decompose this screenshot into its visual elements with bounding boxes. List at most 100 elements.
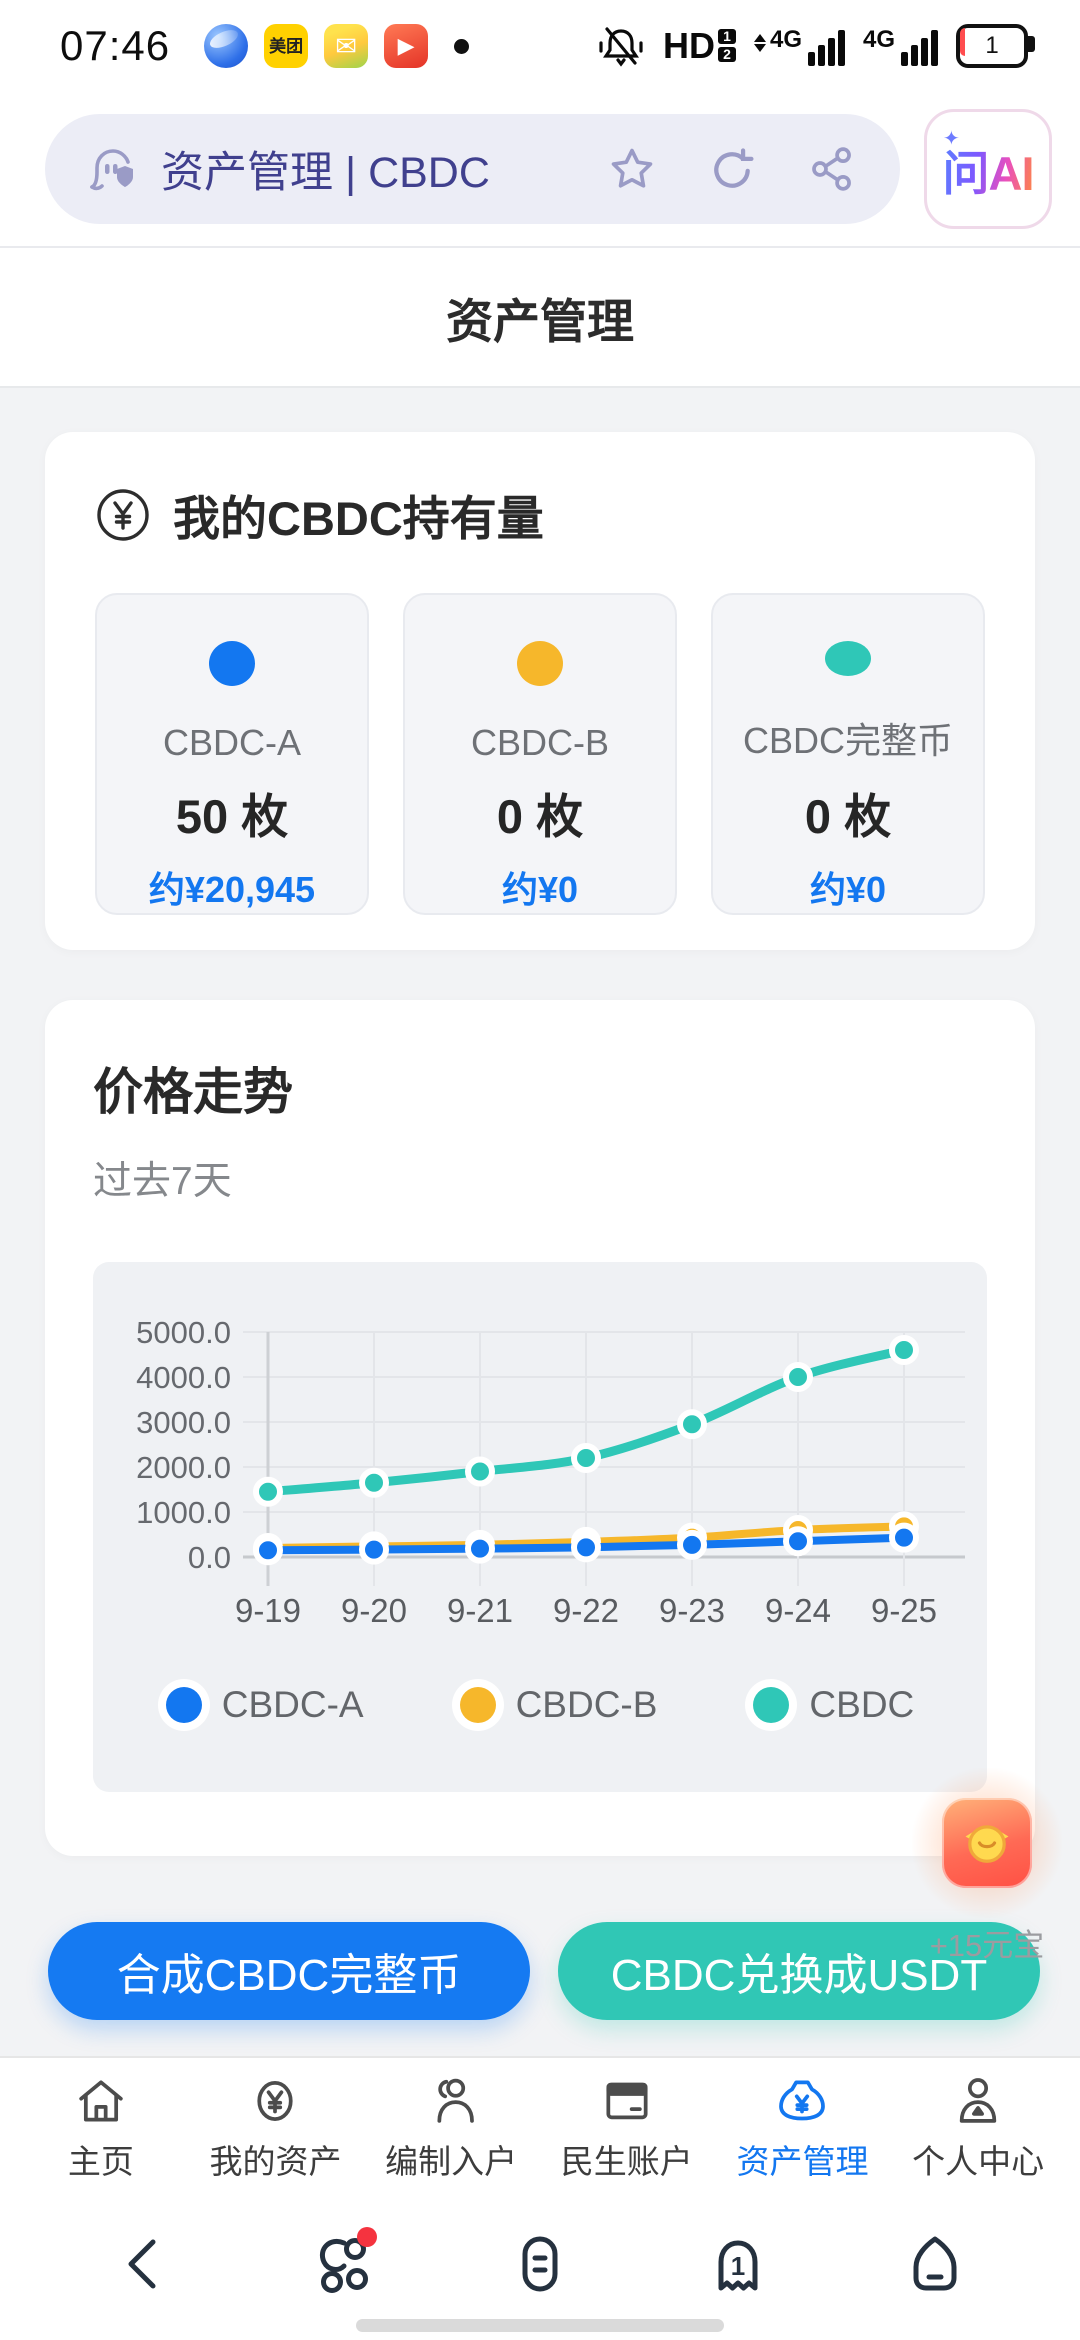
holding-value: 约¥0 [809, 869, 887, 910]
holdings-title: 我的CBDC持有量 [173, 492, 544, 545]
holding-card-cbdc-a[interactable]: CBDC-A 50 枚 约¥20,945 [95, 593, 369, 915]
holding-value: 约¥20,945 [148, 869, 316, 910]
svg-text:9-20: 9-20 [341, 1592, 407, 1629]
sparkle-icon: ✦ [943, 128, 960, 150]
legend-item-cbdc-b: CBDC-B [459, 1684, 657, 1726]
clover-menu-icon [320, 2238, 369, 2293]
share-icon[interactable] [808, 145, 856, 193]
refresh-icon[interactable] [708, 145, 756, 193]
svg-text:9-24: 9-24 [765, 1592, 831, 1629]
reward-label: +15元宝 [929, 1928, 1045, 1963]
clock: 07:46 [60, 22, 171, 69]
series-color-dot [517, 641, 563, 686]
data-arrows-icon [753, 34, 766, 52]
synthesize-cbdc-button[interactable]: 合成CBDC完整币 [48, 1922, 530, 2020]
signal-sim2: 4G [863, 26, 938, 66]
more-notifications-dot [454, 38, 470, 54]
holdings-grid: CBDC-A 50 枚 约¥20,945 CBDC-B 0 枚 约¥0 CBDC… [95, 593, 985, 915]
holding-amount: 0 枚 [804, 790, 892, 843]
holding-value: 约¥0 [501, 869, 579, 910]
money-bag-icon [779, 2080, 826, 2121]
svg-text:1000.0: 1000.0 [136, 1495, 231, 1530]
tab-livelihood-account[interactable]: 民生账户 [561, 2073, 693, 2183]
holding-amount: 0 枚 [496, 790, 584, 843]
tab-enrollment[interactable]: 编制入户 [385, 2073, 517, 2183]
svg-text:9-21: 9-21 [447, 1592, 513, 1629]
home-icon [79, 2080, 123, 2122]
legend-dot [459, 1687, 496, 1723]
holding-name: CBDC完整币 [742, 720, 953, 761]
svg-text:1: 1 [730, 2251, 744, 2281]
address-bar-actions [608, 145, 856, 193]
signal-sim1: 4G [753, 26, 845, 66]
legend-item-cbdc-a: CBDC-A [165, 1684, 364, 1726]
signal-bars-icon [901, 30, 938, 66]
mute-bell-icon [599, 27, 643, 67]
browser-home-button[interactable] [902, 2231, 968, 2297]
app-tab-bar: 主页 我的资产 编制入户 民生账户 [0, 2056, 1080, 2198]
exchange-usdt-button[interactable]: CBDC兑换成USDT [558, 1922, 1040, 2020]
url-field[interactable]: 资产管理 | CBDC [45, 114, 900, 224]
legend-item-cbdc: CBDC [753, 1684, 914, 1726]
reward-glow [912, 1768, 1062, 1918]
back-button[interactable] [112, 2231, 178, 2297]
video-notification-icon: ▶ [384, 24, 429, 68]
price-trend-card: 价格走势 过去7天 5000.0 4000.0 3000.0 2000.0 1000.0… [45, 1000, 1035, 1856]
svg-text:5000.0: 5000.0 [136, 1315, 231, 1350]
series-color-dot [825, 641, 871, 676]
ghost-tab-icon: 1 [718, 2240, 758, 2291]
holdings-card: 我的CBDC持有量 CBDC-A 50 枚 约¥20,945 CBDC-B 0 … [45, 432, 1035, 950]
line-chart: 5000.0 4000.0 3000.0 2000.0 1000.0 0.09-19 9-2… [136, 1315, 965, 1629]
yen-circle-icon [97, 488, 149, 541]
page-title: 资产管理 [446, 294, 634, 348]
status-indicators: HD 1 2 4G 4G 1 [597, 22, 1035, 70]
meituan-notification-icon: 美团 [264, 24, 309, 68]
browser-toolbar: 1 [0, 2198, 1080, 2340]
holding-card-cbdc-full[interactable]: CBDC完整币 0 枚 约¥0 [711, 593, 985, 915]
ghost-shield-icon [90, 149, 133, 191]
person-icon [959, 2078, 997, 2123]
discover-button[interactable] [309, 2227, 378, 2297]
hd-voice-indicator: HD 1 2 [663, 28, 736, 64]
menu-button[interactable] [507, 2231, 573, 2297]
back-chevron-icon [128, 2239, 156, 2289]
tabs-button[interactable]: 1 [705, 2231, 771, 2297]
reward-float-widget[interactable]: +15元宝 [905, 1768, 1069, 1965]
tab-home[interactable]: 主页 [36, 2073, 166, 2183]
browser-notification-icon [204, 24, 249, 68]
ask-ai-button[interactable]: ✦ 问AI [924, 109, 1052, 229]
status-bar: 07:46 美团 ✉ ▶ HD 1 2 4G [0, 0, 1080, 92]
holding-card-cbdc-b[interactable]: CBDC-B 0 枚 约¥0 [403, 593, 677, 915]
dual-sim-badge: 1 2 [717, 29, 736, 62]
holding-name: CBDC-B [470, 722, 609, 763]
menu-oval-icon [522, 2236, 558, 2292]
tab-my-assets[interactable]: 我的资产 [209, 2073, 341, 2183]
site-title: 资产管理 | CBDC [161, 149, 490, 197]
svg-text:0.0: 0.0 [188, 1540, 231, 1575]
holding-name: CBDC-A [162, 722, 301, 763]
svg-text:9-22: 9-22 [553, 1592, 619, 1629]
holding-amount: 50 枚 [175, 790, 289, 843]
trend-title: 价格走势 [93, 1064, 293, 1120]
home-indicator[interactable] [356, 2319, 724, 2332]
series-color-dot [209, 641, 255, 686]
yen-coin-icon [257, 2081, 294, 2121]
bookmark-star-icon[interactable] [608, 145, 656, 193]
svg-text:3000.0: 3000.0 [136, 1405, 231, 1440]
tab-personal-center[interactable]: 个人中心 [912, 2073, 1044, 2183]
holdings-card-header: 我的CBDC持有量 [95, 480, 985, 549]
people-icon [437, 2078, 475, 2123]
home-shape-icon [913, 2236, 957, 2291]
signal-bars-icon [807, 30, 845, 66]
svg-text:4000.0: 4000.0 [136, 1360, 231, 1395]
bank-card-icon [606, 2082, 648, 2120]
page-header: 资产管理 [0, 248, 1080, 388]
notification-icons: 美团 ✉ ▶ [204, 24, 470, 68]
mail-notification-icon: ✉ [324, 24, 369, 68]
notification-badge [357, 2227, 378, 2247]
battery-indicator: 1 [956, 24, 1035, 68]
tab-asset-management[interactable]: 资产管理 [736, 2073, 868, 2183]
svg-text:9-25: 9-25 [871, 1592, 937, 1629]
browser-address-bar: 资产管理 | CBDC ✦ 问AI [0, 92, 1080, 248]
